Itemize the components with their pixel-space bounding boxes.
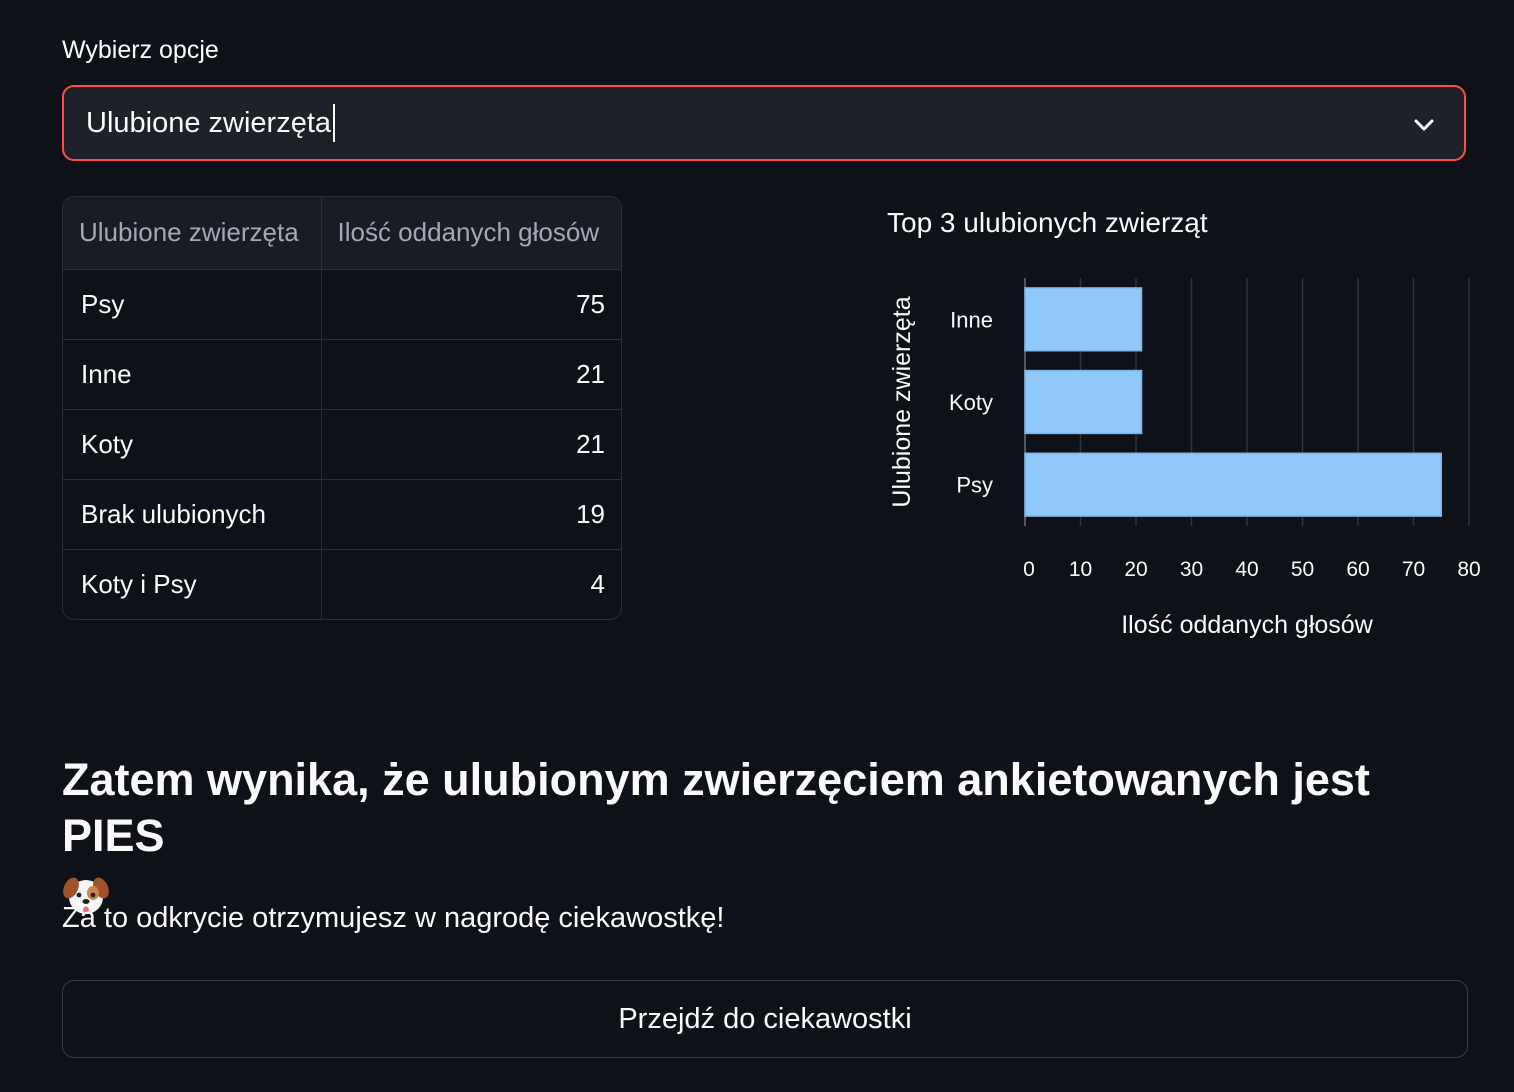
go-to-fact-button[interactable]: Przejdź do ciekawostki (62, 980, 1468, 1058)
select-value[interactable]: Ulubione zwierzęta (86, 104, 336, 142)
cell-votes[interactable]: 4 (590, 568, 605, 599)
chart-x-tick-label: 50 (1291, 558, 1314, 581)
cell-animal[interactable]: Brak ulubionych (63, 479, 322, 550)
cell-votes[interactable]: 21 (321, 409, 621, 480)
chart-x-tick-label: 60 (1346, 558, 1369, 581)
chevron-down-icon[interactable] (1410, 111, 1438, 139)
chart-x-tick-label: 80 (1457, 558, 1480, 581)
result-headline: Zatem wynika, że ulubionym zwierzęciem a… (62, 752, 1482, 918)
cell-votes[interactable]: 75 (321, 269, 621, 340)
chart-x-tick-label: 20 (1124, 558, 1147, 581)
chart-x-tick-label: 0 (1023, 558, 1035, 581)
column-header-votes[interactable]: Ilość oddanych głosów (321, 197, 621, 270)
chart-bar[interactable] (1024, 369, 1143, 435)
table-header-row: Ulubione zwierzęta Ilość oddanych głosów (63, 197, 621, 270)
chart-bars (1024, 287, 1442, 517)
cell-votes[interactable]: 19 (321, 479, 621, 550)
chart-y-tick-labels: Inne Koty Psy (949, 307, 993, 497)
table-row: Brak ulubionych 19 (63, 479, 621, 550)
cell-animal[interactable]: Psy (63, 269, 322, 340)
chart-x-tick-labels: 0 10 20 30 40 50 60 70 80 (1023, 558, 1481, 581)
chart-x-axis-label: Ilość oddanych głosów (1121, 611, 1373, 639)
chart-bar[interactable] (1024, 287, 1143, 352)
cell-animal[interactable]: Koty i Psy (63, 549, 322, 619)
chart-y-tick-label: Psy (956, 473, 993, 498)
table-row: Inne 21 (63, 339, 621, 410)
chart-y-tick-label: Inne (950, 307, 993, 332)
chart-title: Top 3 ulubionych zwierząt (887, 207, 1208, 238)
chart-y-tick-label: Koty (949, 390, 993, 415)
reward-text: Za to odkrycie otrzymujesz w nagrodę cie… (62, 902, 725, 934)
result-headline-text: Zatem wynika, że ulubionym zwierzęciem a… (62, 754, 1370, 861)
chart-x-tick-label: 40 (1235, 558, 1258, 581)
chart-x-tick-label: 30 (1180, 558, 1203, 581)
table-row: Koty i Psy 4 (63, 549, 621, 619)
cell-animal[interactable]: Koty (63, 409, 322, 480)
column-header-animal[interactable]: Ulubione zwierzęta (63, 197, 322, 270)
table-row: Koty 21 (63, 409, 621, 480)
options-select[interactable]: Ulubione zwierzęta (62, 85, 1466, 161)
top3-bar-chart: Top 3 ulubionych zwierząt Inne Koty Psy 0 1… (887, 207, 1481, 639)
cell-votes[interactable]: 21 (321, 339, 621, 410)
chart-bar[interactable] (1024, 452, 1442, 517)
select-label: Wybierz opcje (62, 36, 219, 64)
votes-table: Ulubione zwierzęta Ilość oddanych głosów… (62, 196, 622, 620)
chart-x-tick-label: 70 (1402, 558, 1425, 581)
chart-y-axis-label: Ulubione zwierzęta (888, 296, 916, 507)
chart-x-tick-label: 10 (1069, 558, 1092, 581)
dog-face-icon (63, 877, 109, 914)
table-row: Psy 75 (63, 269, 621, 340)
cell-animal[interactable]: Inne (63, 339, 322, 410)
